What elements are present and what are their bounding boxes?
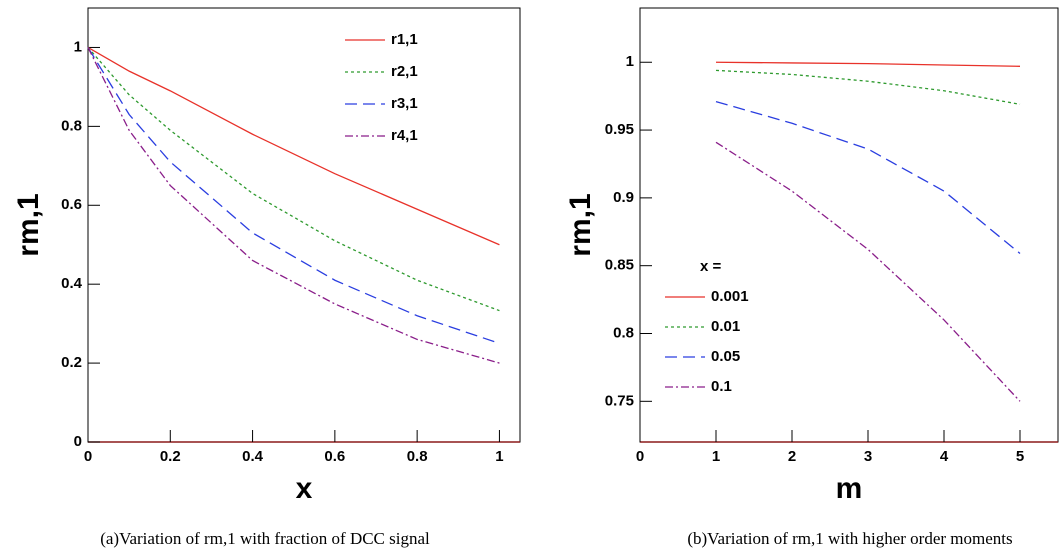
y-tick-label: 1	[626, 53, 634, 70]
y-tick-label: 0.6	[61, 196, 82, 213]
legend-label: 0.05	[711, 348, 740, 365]
y-tick-label: 0.8	[61, 117, 82, 134]
legend-label: r4,1	[391, 127, 418, 144]
x-tick-label: 5	[1016, 448, 1024, 465]
series-line	[715, 100, 1021, 254]
x-axis-label: m	[836, 472, 863, 505]
x-tick-label: 2	[788, 448, 796, 465]
x-tick-label: 0	[84, 448, 92, 465]
x-tick-label: 1	[712, 448, 720, 465]
legend-label: 0.1	[711, 378, 732, 395]
y-tick-label: 1	[74, 38, 82, 55]
series-line	[87, 47, 500, 344]
legend-label: 0.001	[711, 288, 749, 305]
legend-label: r1,1	[391, 31, 418, 48]
x-tick-label: 0.6	[324, 448, 345, 465]
y-tick-label: 0.85	[605, 257, 634, 274]
series-line	[715, 69, 1021, 105]
y-tick-label: 0.2	[61, 354, 82, 371]
x-tick-label: 0	[636, 448, 644, 465]
legend-label: r3,1	[391, 95, 418, 112]
caption: (a)Variation of rm,1 with fraction of DC…	[100, 529, 430, 548]
y-tick-label: 0.4	[61, 275, 83, 292]
series-line	[715, 141, 1021, 402]
y-tick-label: 0.75	[605, 392, 634, 409]
x-axis-label: x	[296, 472, 313, 505]
legend-title: x =	[700, 258, 722, 275]
x-tick-label: 0.4	[242, 448, 264, 465]
y-axis-label: rm,1	[12, 193, 45, 256]
x-tick-label: 3	[864, 448, 872, 465]
x-tick-label: 0.8	[407, 448, 428, 465]
y-tick-label: 0	[74, 433, 82, 450]
caption: (b)Variation of rm,1 with higher order m…	[687, 529, 1012, 548]
legend-label: 0.01	[711, 318, 740, 335]
y-tick-label: 0.9	[613, 189, 634, 206]
y-axis-label: rm,1	[564, 193, 597, 256]
series-line	[715, 61, 1021, 67]
y-tick-label: 0.95	[605, 121, 634, 138]
x-tick-label: 1	[495, 448, 503, 465]
plot-frame	[639, 7, 1059, 443]
x-tick-label: 0.2	[160, 448, 181, 465]
legend-label: r2,1	[391, 63, 418, 80]
series-line	[87, 47, 500, 312]
series-line	[87, 46, 500, 246]
series-line	[87, 47, 500, 364]
y-tick-label: 0.8	[613, 324, 634, 341]
x-tick-label: 4	[940, 448, 949, 465]
